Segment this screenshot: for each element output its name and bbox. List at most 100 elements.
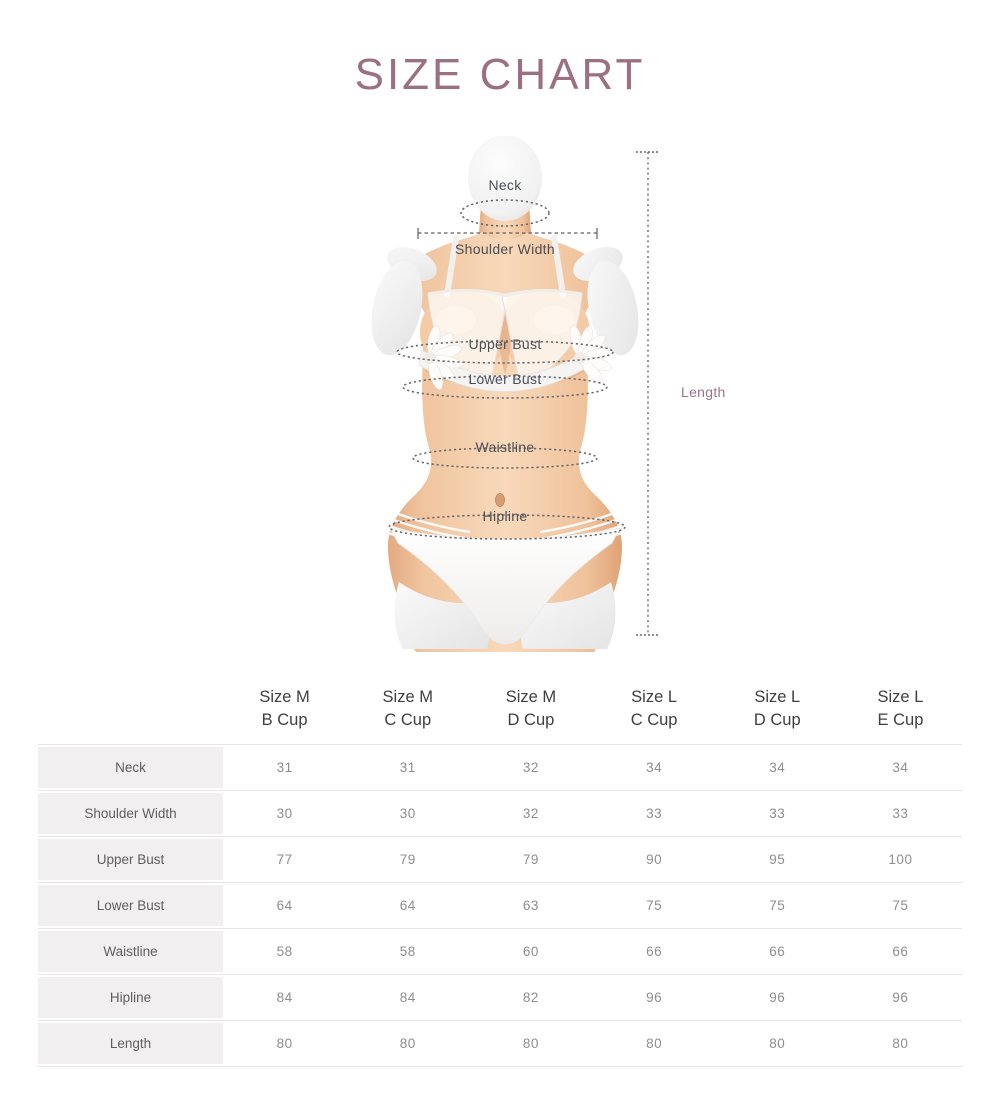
row-label: Upper Bust: [38, 839, 223, 880]
upper-bust-measure-ellipse: [396, 340, 614, 364]
lower-bust-measure-ellipse: [402, 375, 608, 399]
size-value: 34: [646, 760, 663, 775]
column-header: Size M C Cup: [346, 686, 469, 732]
size-value: 31: [399, 760, 416, 775]
waistline-label: Waistline: [476, 439, 535, 455]
length-measure-line: [636, 151, 660, 636]
navel: [495, 493, 505, 507]
size-value: 58: [276, 944, 293, 959]
torso-illustration: Neck Shoulder Width Upper Bust Lower Bus…: [371, 136, 726, 652]
size-value: 75: [769, 898, 786, 913]
size-value: 77: [276, 852, 293, 867]
shoulder-width-label: Shoulder Width: [455, 241, 555, 257]
size-value: 96: [769, 990, 786, 1005]
size-value: 66: [646, 944, 663, 959]
column-header-cup: C Cup: [630, 711, 678, 729]
row-label: Waistline: [38, 931, 223, 972]
column-header: Size M B Cup: [223, 686, 346, 732]
size-value: 80: [892, 1036, 909, 1051]
size-value: 95: [769, 852, 786, 867]
column-header-cup: B Cup: [261, 711, 308, 729]
table-body: Neck 31 31 32 34 34 34 Shoulder Width 30…: [38, 744, 962, 1067]
size-value: 34: [892, 760, 909, 775]
size-value: 60: [522, 944, 539, 959]
column-header-size: Size M: [382, 688, 433, 706]
left-arm-stub: [371, 260, 423, 356]
upper-bust-label: Upper Bust: [468, 336, 541, 352]
column-header: Size L D Cup: [716, 686, 839, 732]
waistline-measure-ellipse: [412, 447, 598, 469]
right-arm-stub: [587, 260, 639, 356]
size-value: 80: [399, 1036, 416, 1051]
length-label: Length: [681, 384, 726, 400]
hipline-label: Hipline: [483, 508, 528, 524]
size-value: 31: [276, 760, 293, 775]
size-value: 66: [892, 944, 909, 959]
size-value: 80: [276, 1036, 293, 1051]
table-row: Shoulder Width 30 30 32 33 33 33: [38, 790, 962, 836]
size-value: 84: [399, 990, 416, 1005]
size-value: 79: [399, 852, 416, 867]
row-label: Shoulder Width: [38, 793, 223, 834]
column-header-size: Size L: [754, 688, 801, 706]
size-value: 33: [646, 806, 663, 821]
size-value: 84: [276, 990, 293, 1005]
size-value: 96: [646, 990, 663, 1005]
size-value: 32: [522, 806, 539, 821]
size-value: 75: [646, 898, 663, 913]
size-value: 80: [522, 1036, 539, 1051]
size-value: 80: [646, 1036, 663, 1051]
table-row: Upper Bust 77 79 79 90 95 100: [38, 836, 962, 882]
column-header-size: Size M: [259, 688, 310, 706]
column-header-size: Size L: [631, 688, 678, 706]
column-header-cup: E Cup: [877, 711, 924, 729]
size-value: 32: [522, 760, 539, 775]
row-label: Lower Bust: [38, 885, 223, 926]
head-stub: [468, 136, 542, 221]
measurement-ellipses: [388, 199, 626, 540]
size-value: 64: [399, 898, 416, 913]
table-header-row: Size M B Cup Size M C Cup Size M D Cup S…: [38, 686, 962, 744]
size-value: 100: [888, 852, 913, 867]
hipline-measure-ellipse: [388, 514, 626, 540]
column-header-cup: D Cup: [753, 711, 801, 729]
table-row: Neck 31 31 32 34 34 34: [38, 744, 962, 790]
measurement-diagram: Neck Shoulder Width Upper Bust Lower Bus…: [370, 136, 745, 656]
size-value: 63: [522, 898, 539, 913]
lower-bust-label: Lower Bust: [468, 371, 541, 387]
neck-label: Neck: [488, 177, 522, 193]
size-value: 64: [276, 898, 293, 913]
size-value: 33: [769, 806, 786, 821]
size-value: 80: [769, 1036, 786, 1051]
table-row: Waistline 58 58 60 66 66 66: [38, 928, 962, 974]
size-table: Size M B Cup Size M C Cup Size M D Cup S…: [38, 686, 962, 1067]
column-header-size: Size M: [505, 688, 557, 706]
size-value: 33: [892, 806, 909, 821]
row-label: Length: [38, 1023, 223, 1064]
header-spacer: [38, 686, 223, 732]
panty: [389, 527, 621, 645]
table-row: Lower Bust 64 64 63 75 75 75: [38, 882, 962, 928]
size-value: 66: [769, 944, 786, 959]
size-value: 34: [769, 760, 786, 775]
size-value: 75: [892, 898, 909, 913]
row-label: Neck: [38, 747, 223, 788]
size-value: 79: [522, 852, 539, 867]
table-row: Length 80 80 80 80 80 80: [38, 1020, 962, 1066]
column-header: Size L C Cup: [593, 686, 716, 732]
column-header-cup: D Cup: [507, 711, 555, 729]
column-header-cup: C Cup: [384, 711, 432, 729]
page-title: SIZE CHART: [354, 50, 646, 99]
column-header: Size L E Cup: [839, 686, 962, 732]
size-value: 82: [522, 990, 539, 1005]
row-label: Hipline: [38, 977, 223, 1018]
column-header: Size M D Cup: [469, 686, 592, 732]
mannequin-figure: [371, 136, 639, 652]
table-row: Hipline 84 84 82 96 96 96: [38, 974, 962, 1020]
size-value: 30: [276, 806, 293, 821]
column-header-size: Size L: [877, 688, 924, 706]
size-value: 58: [399, 944, 416, 959]
size-value: 90: [646, 852, 663, 867]
shoulder-width-measure-line: [417, 228, 598, 239]
